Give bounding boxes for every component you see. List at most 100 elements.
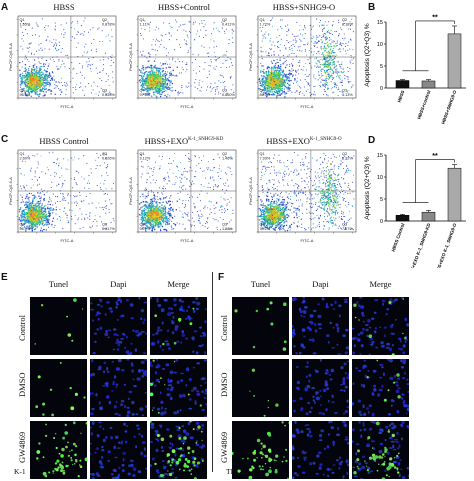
- facs-event: [26, 196, 28, 198]
- facs-event: [341, 61, 343, 63]
- facs-event: [320, 73, 322, 75]
- facs-event: [218, 93, 220, 95]
- facs-event: [59, 89, 61, 91]
- facs-event: [323, 24, 325, 26]
- facs-event: [289, 84, 291, 86]
- facs-event: [32, 214, 34, 216]
- facs-event: [39, 220, 41, 222]
- facs-event: [44, 87, 46, 89]
- facs-event: [21, 90, 23, 93]
- facs-event: [280, 80, 282, 82]
- facs-event: [266, 76, 268, 79]
- facs-event: [38, 35, 40, 37]
- facs-event: [280, 66, 282, 68]
- facs-event: [279, 94, 281, 97]
- facs-event: [270, 84, 273, 87]
- facs-event: [43, 65, 45, 68]
- facs-event: [324, 90, 326, 93]
- facs-event: [140, 85, 142, 87]
- facs-event: [318, 66, 320, 68]
- facs-event: [174, 61, 176, 63]
- facs-event: [165, 79, 167, 81]
- facs-event: [337, 19, 339, 21]
- facs-event: [265, 72, 267, 74]
- facs-event: [270, 77, 272, 79]
- facs-event: [339, 81, 341, 83]
- facs-event: [228, 66, 230, 68]
- facs-event: [157, 40, 159, 42]
- facs-event: [350, 54, 352, 57]
- facs-event: [319, 20, 322, 22]
- facs-event: [32, 76, 35, 78]
- facs-event: [332, 54, 334, 56]
- facs-event: [45, 215, 48, 217]
- facs-event: [339, 66, 341, 68]
- facs-event: [262, 65, 264, 67]
- facs-event: [151, 72, 154, 75]
- facs-event: [34, 204, 36, 207]
- facs-event: [333, 82, 335, 84]
- facs-event: [110, 93, 112, 95]
- facs-event: [95, 93, 97, 95]
- facs-event: [342, 68, 344, 70]
- facs-event: [323, 85, 325, 87]
- facs-event: [23, 226, 26, 228]
- facs-event: [209, 86, 212, 88]
- facs-event: [279, 85, 281, 87]
- facs-event: [316, 35, 318, 37]
- facs-event: [92, 27, 94, 29]
- facs-event: [181, 66, 183, 69]
- facs-event: [49, 83, 51, 85]
- facs-event: [60, 89, 62, 91]
- facs-event: [107, 58, 109, 60]
- facs-event: [334, 66, 336, 68]
- facs-event: [320, 64, 322, 66]
- facs-event: [340, 27, 342, 29]
- facs-event: [295, 74, 297, 76]
- facs-event: [164, 94, 166, 97]
- facs-event: [169, 89, 172, 91]
- facs-event: [149, 78, 151, 80]
- facs-event: [299, 61, 301, 63]
- facs-event: [55, 81, 57, 83]
- facs-event: [98, 27, 100, 29]
- facs-event: [223, 54, 225, 56]
- facs-event: [278, 67, 280, 69]
- facs-event: [185, 43, 188, 45]
- facs-event: [262, 80, 264, 83]
- facs-event: [156, 69, 158, 71]
- facs-event: [30, 214, 32, 216]
- facs-event: [351, 86, 353, 88]
- facs-event: [73, 67, 75, 69]
- facs-event: [33, 70, 35, 72]
- facs-event: [162, 70, 164, 72]
- facs-event: [279, 57, 281, 59]
- facs-event: [21, 76, 23, 78]
- facs-event: [164, 72, 167, 75]
- facs-event: [162, 74, 164, 76]
- facs-event: [216, 45, 218, 47]
- facs-event: [84, 46, 86, 48]
- facs-event: [284, 66, 287, 69]
- quadrant-percentage: 86.0%: [260, 93, 271, 97]
- facs-event: [35, 22, 37, 24]
- facs-event: [39, 77, 41, 79]
- facs-event: [99, 40, 101, 43]
- facs-event: [105, 208, 107, 210]
- facs-event: [304, 49, 306, 51]
- facs-event: [276, 92, 278, 94]
- facs-event: [314, 62, 316, 64]
- facs-event: [321, 64, 324, 66]
- facs-event: [280, 26, 282, 28]
- facs-event: [325, 79, 327, 81]
- facs-event: [331, 25, 333, 27]
- facs-event: [160, 43, 162, 46]
- facs-event: [143, 89, 145, 92]
- facs-event: [288, 30, 290, 32]
- facs-event: [284, 76, 287, 78]
- facs-event: [304, 73, 306, 75]
- facs-event: [281, 87, 283, 90]
- facs-event: [343, 39, 345, 41]
- facs-event: [44, 48, 46, 50]
- facs-event: [338, 22, 340, 24]
